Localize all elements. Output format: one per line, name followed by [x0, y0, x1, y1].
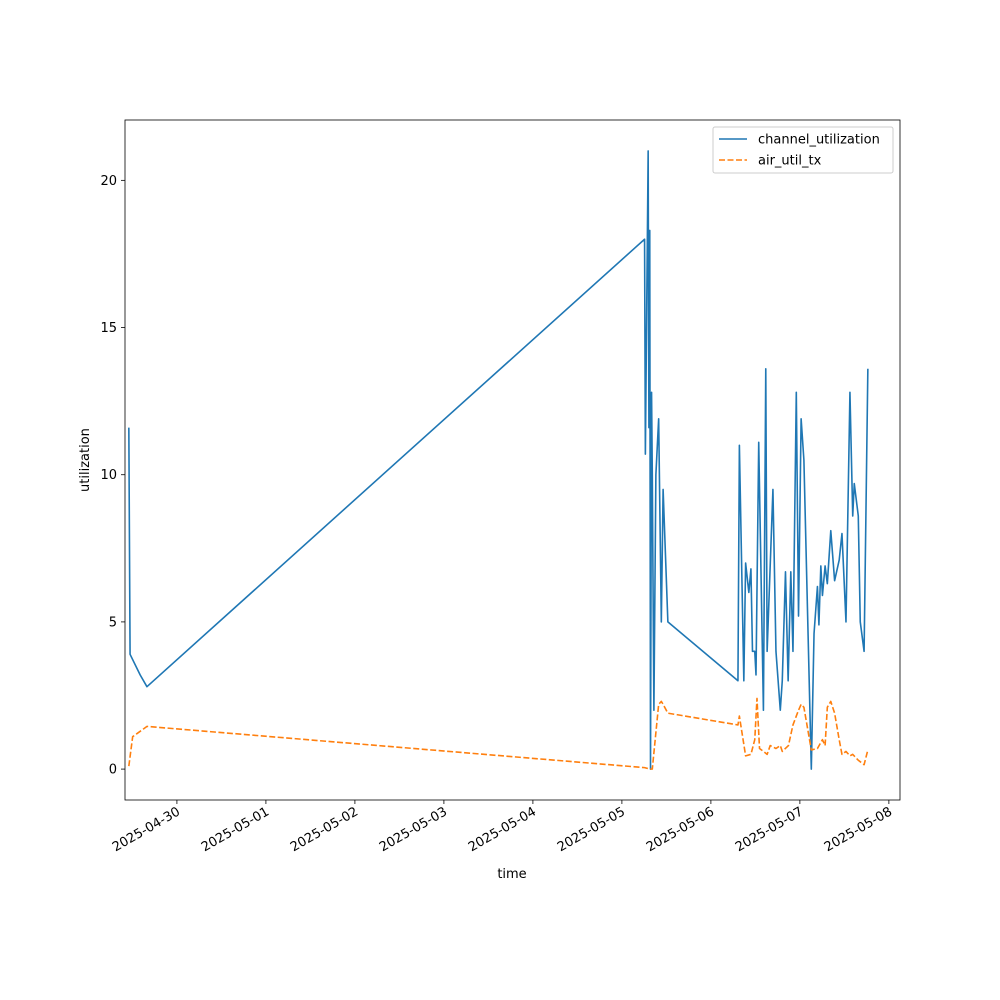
plot-area — [128, 150, 869, 770]
y-tick-label: 0 — [109, 763, 117, 778]
series-layer — [128, 150, 869, 770]
series-line-air-util-tx — [128, 697, 869, 770]
x-tick-label: 2025-05-06 — [644, 804, 717, 855]
x-tick-label: 2025-05-04 — [466, 804, 539, 855]
legend-frame — [712, 126, 894, 174]
series-line-channel-utilization — [128, 150, 869, 770]
x-tick-label: 2025-05-02 — [288, 804, 361, 855]
x-tick-label: 2025-05-03 — [377, 804, 450, 855]
x-tick-label: 2025-04-30 — [110, 804, 183, 855]
legend: channel_utilization air_util_tx — [712, 126, 894, 174]
y-axis: 0 5 10 15 20 — [100, 174, 125, 778]
legend-label: air_util_tx — [758, 154, 822, 169]
y-tick-label: 15 — [100, 321, 117, 336]
y-tick-label: 20 — [100, 174, 117, 189]
x-tick-label: 2025-05-01 — [199, 804, 272, 855]
legend-items: channel_utilization air_util_tx — [719, 133, 880, 169]
x-tick-label: 2025-05-08 — [822, 804, 895, 855]
x-axis-label: time — [497, 867, 526, 882]
legend-label: channel_utilization — [758, 133, 880, 148]
y-tick-label: 5 — [109, 615, 117, 630]
x-tick-label: 2025-05-07 — [733, 804, 806, 855]
x-tick-label: 2025-05-05 — [555, 804, 628, 855]
y-axis-label: utilization — [78, 428, 93, 492]
x-axis: 2025-04-30 2025-05-01 2025-05-02 2025-05-03… — [110, 800, 895, 855]
axes-frame — [124, 119, 901, 801]
y-tick-label: 10 — [100, 468, 117, 483]
